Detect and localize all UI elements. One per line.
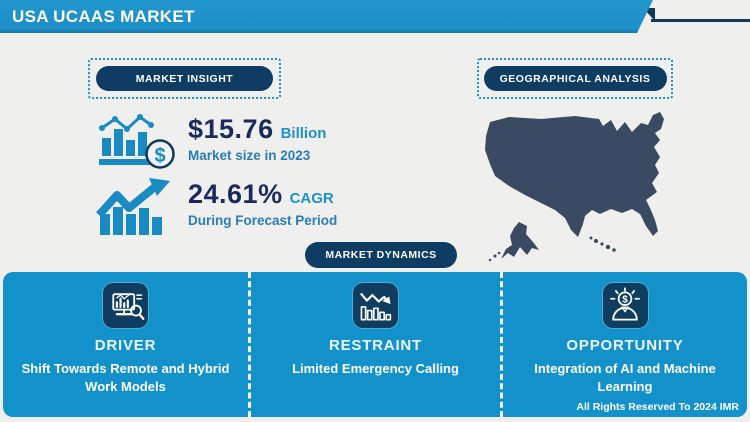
- market-dynamics-panel: DRIVER Shift Towards Remote and Hybrid W…: [3, 272, 747, 417]
- opportunity-title: OPPORTUNITY: [566, 337, 684, 354]
- cagr-stat: 24.61% CAGR During Forecast Period: [96, 177, 337, 235]
- header-accent-line: [651, 19, 750, 22]
- growth-arrow-chart-icon: [96, 178, 170, 235]
- market-insight-badge[interactable]: MARKET INSIGHT: [96, 66, 273, 91]
- market-insight-dotted-frame: MARKET INSIGHT: [88, 58, 281, 99]
- usa-map-silhouette: [483, 110, 708, 268]
- opportunity-column: $ OPPORTUNITY Integration of AI and Mach…: [503, 272, 747, 417]
- geographical-analysis-dotted-frame: GEOGRAPHICAL ANALYSIS: [477, 58, 673, 99]
- declining-bars-arrow-icon: [353, 283, 398, 328]
- header-banner: USA UCAAS MARKET: [0, 0, 653, 33]
- driver-title: DRIVER: [94, 337, 157, 354]
- market-size-caption: Market size in 2023: [188, 148, 311, 163]
- market-size-stat: $ $15.76 Billion Market size in 2023: [96, 112, 326, 170]
- market-dynamics-label: MARKET DYNAMICS: [325, 249, 437, 261]
- market-size-value: $15.76: [188, 114, 274, 144]
- bar-chart-dollar-icon: $: [99, 114, 175, 169]
- market-size-unit: Billion: [280, 125, 327, 142]
- monitor-analytics-magnifier-icon: [103, 283, 148, 328]
- market-insight-label: MARKET INSIGHT: [135, 72, 234, 85]
- dollar-glyph: $: [154, 145, 165, 167]
- driver-text: Shift Towards Remote and Hybrid Work Mod…: [21, 361, 230, 395]
- market-dynamics-badge[interactable]: MARKET DYNAMICS: [305, 242, 457, 268]
- cagr-unit: CAGR: [289, 190, 334, 207]
- restraint-column: RESTRAINT Limited Emergency Calling: [251, 272, 503, 417]
- cagr-value: 24.61%: [188, 179, 283, 209]
- geographical-analysis-label: GEOGRAPHICAL ANALYSIS: [499, 72, 651, 85]
- bulb-dollar-glyph: $: [622, 294, 628, 305]
- cagr-caption: During Forecast Period: [188, 213, 338, 228]
- lightbulb-dollar-person-icon: $: [602, 283, 648, 328]
- restraint-text: Limited Emergency Calling: [292, 361, 459, 376]
- driver-column: DRIVER Shift Towards Remote and Hybrid W…: [3, 272, 251, 417]
- restraint-title: RESTRAINT: [328, 337, 423, 354]
- copyright-note: All Rights Reserved To 2024 IMR: [576, 401, 739, 413]
- opportunity-text: Integration of AI and Machine Learning: [534, 361, 716, 395]
- geographical-analysis-badge[interactable]: GEOGRAPHICAL ANALYSIS: [483, 66, 667, 91]
- page-title: USA UCAAS MARKET: [12, 6, 195, 26]
